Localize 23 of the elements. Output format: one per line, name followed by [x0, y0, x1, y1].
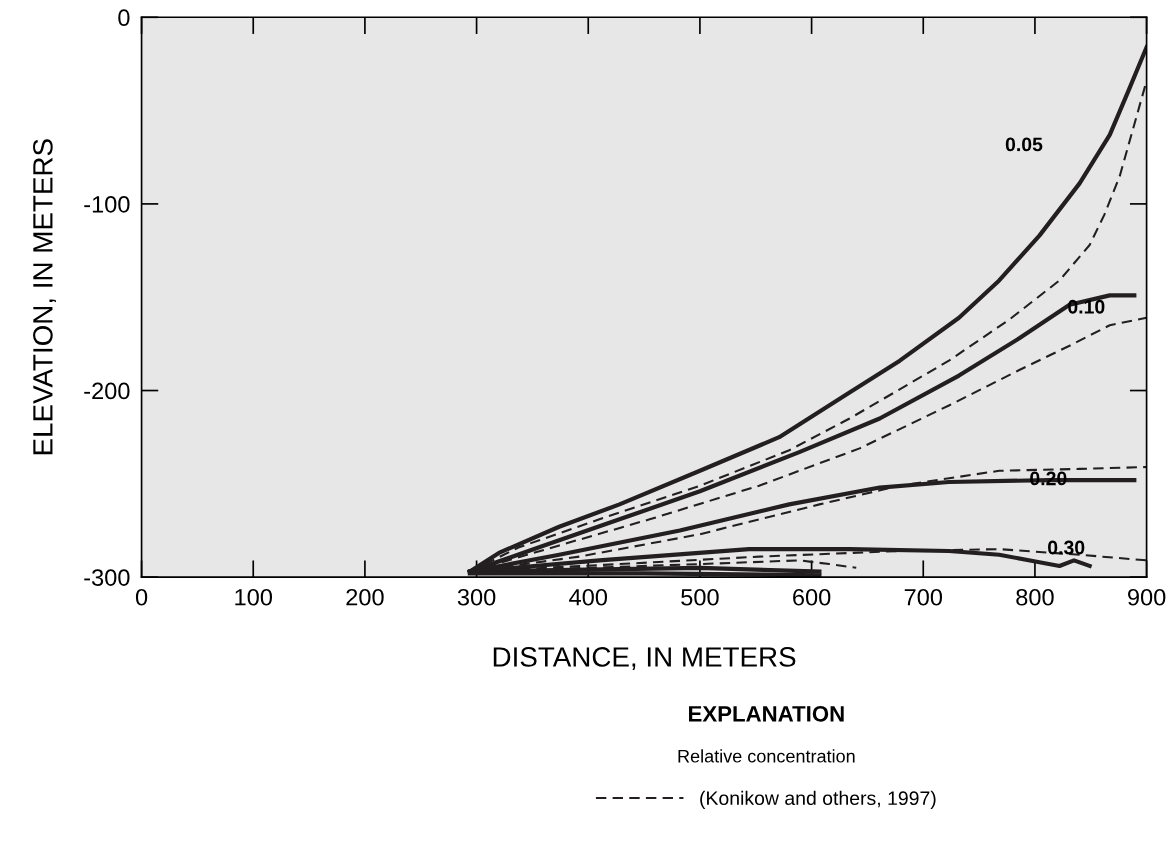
- legend-title: EXPLANATION: [689, 705, 844, 722]
- x-tick-label: 0: [135, 588, 148, 606]
- x-tick-label: 800: [1016, 588, 1054, 606]
- x-tick-label: 900: [1128, 588, 1166, 606]
- annotation: 0.10: [1068, 299, 1105, 314]
- annotation: 0.20: [1030, 471, 1067, 486]
- annotation: 0.05: [1005, 137, 1043, 152]
- x-tick-label: 300: [457, 588, 496, 606]
- x-tick-label: 700: [904, 588, 943, 606]
- x-tick-label: 200: [346, 588, 384, 606]
- y-tick-label: 0: [118, 9, 130, 27]
- text: Relative concentration: [678, 749, 855, 763]
- x-axis-title: DISTANCE, IN METERS: [493, 647, 796, 671]
- x-tick-label: 100: [235, 588, 273, 606]
- y-tick-label: -200: [84, 382, 130, 400]
- y-tick-label: -100: [84, 195, 130, 213]
- x-tick-label: 400: [569, 588, 608, 606]
- y-tick-label: -300: [84, 569, 130, 586]
- x-tick-label: 600: [793, 588, 831, 606]
- legend-label: (Konikow and others, 1997): [700, 790, 936, 809]
- x-tick-label: 500: [681, 588, 719, 606]
- y-axis-title: ELEVATION, IN METERS: [33, 139, 56, 455]
- annotation: 0.30: [1048, 540, 1085, 555]
